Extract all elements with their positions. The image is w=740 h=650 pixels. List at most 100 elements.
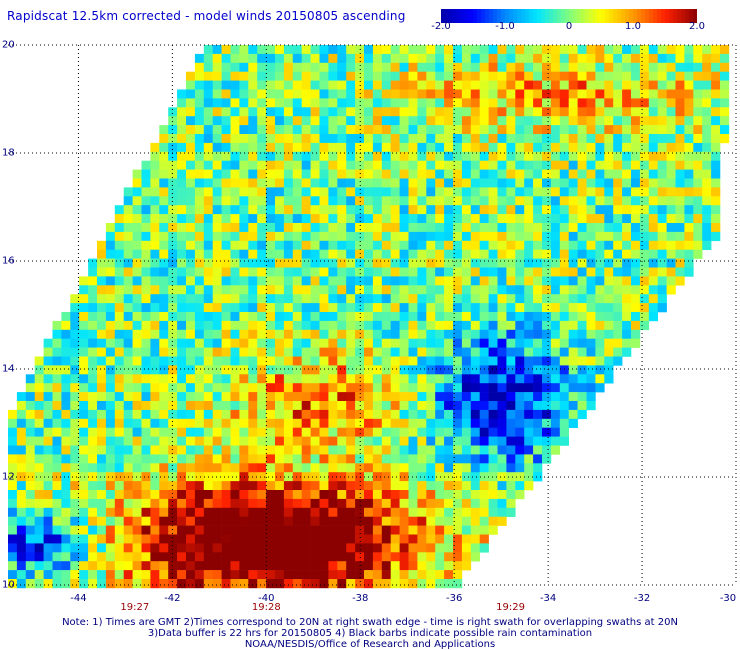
wind-cell	[435, 525, 445, 535]
wind-cell	[132, 347, 142, 357]
wind-cell	[426, 347, 436, 357]
wind-cell	[453, 303, 463, 313]
wind-cell	[675, 196, 685, 206]
wind-cell	[515, 249, 525, 259]
wind-cell	[381, 285, 391, 295]
wind-cell	[435, 507, 445, 517]
wind-cell	[346, 365, 356, 375]
wind-cell	[346, 89, 356, 99]
wind-cell	[533, 71, 543, 81]
wind-cell	[515, 98, 525, 108]
wind-cell	[150, 374, 160, 384]
wind-cell	[506, 365, 516, 375]
wind-cell	[70, 383, 80, 393]
wind-cell	[319, 543, 329, 553]
wind-cell	[702, 169, 712, 179]
wind-cell	[666, 169, 676, 179]
wind-cell	[479, 98, 489, 108]
wind-cell	[550, 401, 561, 411]
wind-cell	[444, 134, 454, 144]
wind-cell	[417, 365, 427, 375]
wind-cell	[639, 116, 650, 126]
wind-cell	[132, 472, 142, 482]
wind-cell	[266, 525, 276, 535]
wind-cell	[168, 427, 178, 437]
wind-cell	[453, 249, 463, 259]
wind-cell	[577, 187, 587, 197]
wind-cell	[275, 329, 285, 339]
wind-cell	[577, 392, 587, 402]
wind-cell	[275, 490, 285, 500]
wind-cell	[568, 160, 578, 170]
wind-cell	[123, 534, 133, 544]
wind-cell	[648, 205, 658, 215]
wind-cell	[79, 276, 89, 286]
wind-cell	[61, 490, 71, 500]
wind-cell	[61, 481, 71, 491]
wind-cell	[372, 178, 383, 188]
wind-cell	[559, 205, 569, 215]
wind-cell	[497, 365, 507, 375]
wind-cell	[381, 258, 391, 268]
wind-cell	[257, 320, 267, 331]
wind-cell	[542, 409, 552, 420]
wind-cell	[568, 338, 578, 348]
wind-cell	[506, 151, 516, 161]
wind-cell	[105, 401, 116, 411]
wind-cell	[568, 214, 578, 224]
wind-cell	[364, 338, 374, 348]
wind-cell	[346, 427, 356, 437]
wind-cell	[123, 231, 133, 242]
wind-cell	[105, 303, 116, 313]
wind-cell	[275, 409, 285, 420]
wind-cell	[105, 374, 116, 384]
wind-cell	[586, 205, 596, 215]
wind-cell	[310, 231, 320, 242]
wind-cell	[301, 240, 311, 250]
wind-cell	[461, 490, 472, 500]
wind-cell	[328, 543, 338, 553]
wind-cell	[604, 187, 614, 197]
wind-cell	[79, 579, 89, 589]
wind-cell	[203, 561, 213, 571]
wind-cell	[684, 214, 694, 224]
wind-cell	[194, 151, 205, 161]
wind-cell	[506, 53, 516, 64]
wind-cell	[203, 365, 213, 375]
wind-cell	[266, 383, 276, 393]
wind-cell	[488, 294, 498, 304]
wind-cell	[114, 516, 124, 526]
wind-cell	[301, 383, 311, 393]
wind-cell	[283, 312, 294, 322]
wind-cell	[221, 294, 231, 304]
wind-cell	[461, 71, 472, 81]
wind-cell	[150, 151, 160, 161]
wind-cell	[417, 454, 427, 464]
wind-cell	[408, 214, 418, 224]
wind-cell	[34, 445, 44, 455]
wind-cell	[639, 169, 650, 179]
wind-cell	[105, 267, 116, 277]
wind-cell	[417, 125, 427, 135]
wind-cell	[150, 445, 160, 455]
wind-cell	[550, 80, 561, 90]
wind-cell	[524, 196, 534, 206]
wind-cell	[186, 454, 196, 464]
wind-cell	[693, 231, 703, 242]
wind-cell	[470, 409, 480, 420]
wind-cell	[239, 116, 249, 126]
wind-cell	[159, 498, 169, 509]
wind-cell	[586, 134, 596, 144]
wind-cell	[515, 80, 525, 90]
wind-cell	[577, 285, 587, 295]
wind-cell	[470, 71, 480, 81]
wind-cell	[328, 151, 338, 161]
wind-cell	[444, 525, 454, 535]
wind-cell	[479, 231, 489, 242]
wind-cell	[177, 436, 187, 446]
wind-cell	[230, 71, 240, 81]
wind-cell	[34, 454, 44, 464]
wind-cell	[684, 142, 694, 153]
wind-cell	[177, 472, 187, 482]
wind-cell	[488, 338, 498, 348]
